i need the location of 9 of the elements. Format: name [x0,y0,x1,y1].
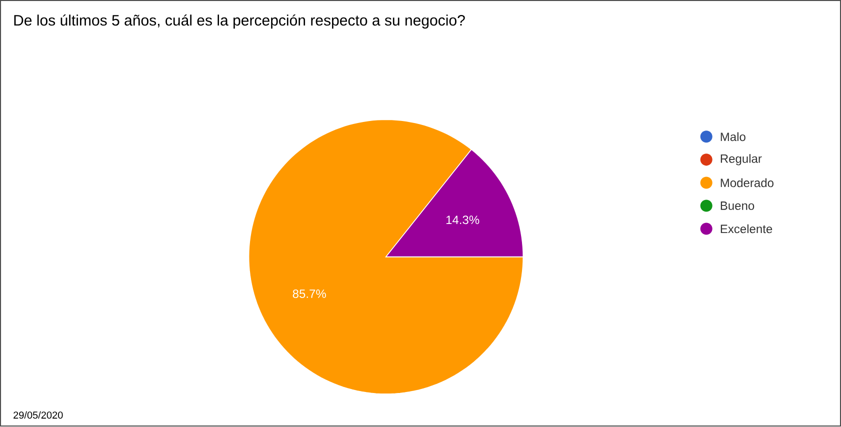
legend-label: Regular [720,154,762,166]
text: 29/05/2020 [14,412,63,419]
chart-title: De los últimos 5 años, cuál es la percepción respecto a su negocio? [14,14,465,29]
data-label: 14.3% [446,216,480,224]
legend-label: Malo [720,132,746,142]
legend-label: Moderado [720,178,774,188]
data-label: 85.7% [292,290,326,298]
legend-label: Bueno [720,202,754,210]
legend-label: Excelente [720,224,772,234]
